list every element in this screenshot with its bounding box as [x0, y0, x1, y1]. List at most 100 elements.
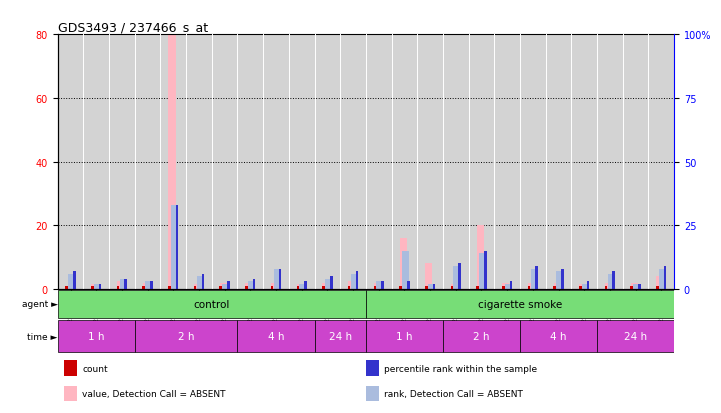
Bar	[510, 282, 513, 289]
Bar	[169, 35, 176, 289]
Bar	[68, 274, 76, 289]
Bar	[638, 284, 641, 289]
Text: 2 h: 2 h	[178, 332, 195, 342]
Bar	[376, 282, 384, 289]
Text: cigarette smoke: cigarette smoke	[478, 299, 562, 309]
Text: 2 h: 2 h	[473, 332, 490, 342]
Bar	[484, 251, 487, 289]
Bar	[459, 264, 461, 289]
Bar	[631, 283, 638, 289]
Bar	[350, 274, 358, 289]
Bar	[402, 251, 410, 289]
Bar	[503, 283, 510, 289]
Bar	[150, 282, 153, 289]
Bar	[253, 279, 255, 289]
Bar	[366, 290, 674, 318]
Bar	[117, 281, 124, 289]
Bar	[125, 279, 127, 289]
Text: GDS3493 / 237466_s_at: GDS3493 / 237466_s_at	[58, 21, 208, 34]
Text: time ►: time ►	[27, 332, 58, 341]
Bar	[219, 286, 222, 289]
Bar	[176, 205, 178, 289]
Bar	[58, 290, 366, 318]
Bar	[299, 284, 306, 289]
Bar	[664, 266, 666, 289]
Text: value, Detection Call = ABSENT: value, Detection Call = ABSENT	[82, 389, 226, 398]
Bar	[605, 283, 612, 289]
Bar	[580, 285, 587, 289]
Bar	[630, 286, 633, 289]
Bar	[528, 286, 530, 289]
Text: rank, Detection Call = ABSENT: rank, Detection Call = ABSENT	[384, 389, 523, 398]
Text: 4 h: 4 h	[550, 332, 567, 342]
Bar	[477, 225, 484, 289]
Bar	[366, 386, 379, 401]
Bar	[99, 284, 102, 289]
Bar	[171, 205, 178, 289]
Bar	[425, 286, 428, 289]
Bar	[64, 386, 77, 401]
Bar	[505, 284, 512, 289]
Bar	[528, 283, 535, 289]
Bar	[433, 284, 435, 289]
Bar	[66, 286, 68, 289]
Bar	[556, 271, 563, 289]
Text: 24 h: 24 h	[329, 332, 352, 342]
Bar	[197, 277, 204, 289]
Bar	[381, 282, 384, 289]
Bar	[237, 320, 314, 353]
Bar	[656, 277, 663, 289]
Bar	[271, 283, 278, 289]
Bar	[554, 283, 561, 289]
Bar	[92, 285, 99, 289]
Bar	[220, 283, 227, 289]
Bar	[407, 282, 410, 289]
Bar	[73, 271, 76, 289]
Text: 1 h: 1 h	[396, 332, 412, 342]
Bar	[145, 282, 152, 289]
Bar	[613, 271, 615, 289]
Bar	[245, 283, 252, 289]
Bar	[355, 271, 358, 289]
Bar	[579, 286, 582, 289]
Bar	[348, 281, 355, 289]
Bar	[608, 274, 615, 289]
Bar	[278, 269, 281, 289]
Bar	[194, 285, 201, 289]
Bar	[399, 286, 402, 289]
Bar	[117, 286, 119, 289]
Bar	[659, 269, 666, 289]
Bar	[66, 286, 73, 289]
Bar	[428, 284, 435, 289]
Bar	[554, 286, 556, 289]
Bar	[502, 286, 505, 289]
Bar	[454, 266, 461, 289]
Bar	[304, 282, 307, 289]
Text: 24 h: 24 h	[624, 332, 647, 342]
Bar	[245, 286, 248, 289]
Bar	[479, 254, 487, 289]
Bar	[330, 277, 332, 289]
Bar	[58, 320, 135, 353]
Bar	[477, 286, 479, 289]
Bar	[425, 264, 433, 289]
Bar	[314, 320, 366, 353]
Bar	[143, 283, 150, 289]
Bar	[633, 284, 640, 289]
Bar	[296, 286, 299, 289]
Bar	[451, 286, 454, 289]
Bar	[348, 286, 350, 289]
Text: 1 h: 1 h	[88, 332, 105, 342]
Bar	[605, 286, 607, 289]
Bar	[322, 283, 329, 289]
Bar	[656, 286, 659, 289]
Bar	[443, 320, 520, 353]
Bar	[536, 266, 538, 289]
Bar	[373, 286, 376, 289]
Bar	[561, 269, 564, 289]
Bar	[597, 320, 674, 353]
Bar	[222, 284, 229, 289]
Bar	[135, 320, 237, 353]
Bar	[451, 285, 458, 289]
Bar	[531, 269, 538, 289]
